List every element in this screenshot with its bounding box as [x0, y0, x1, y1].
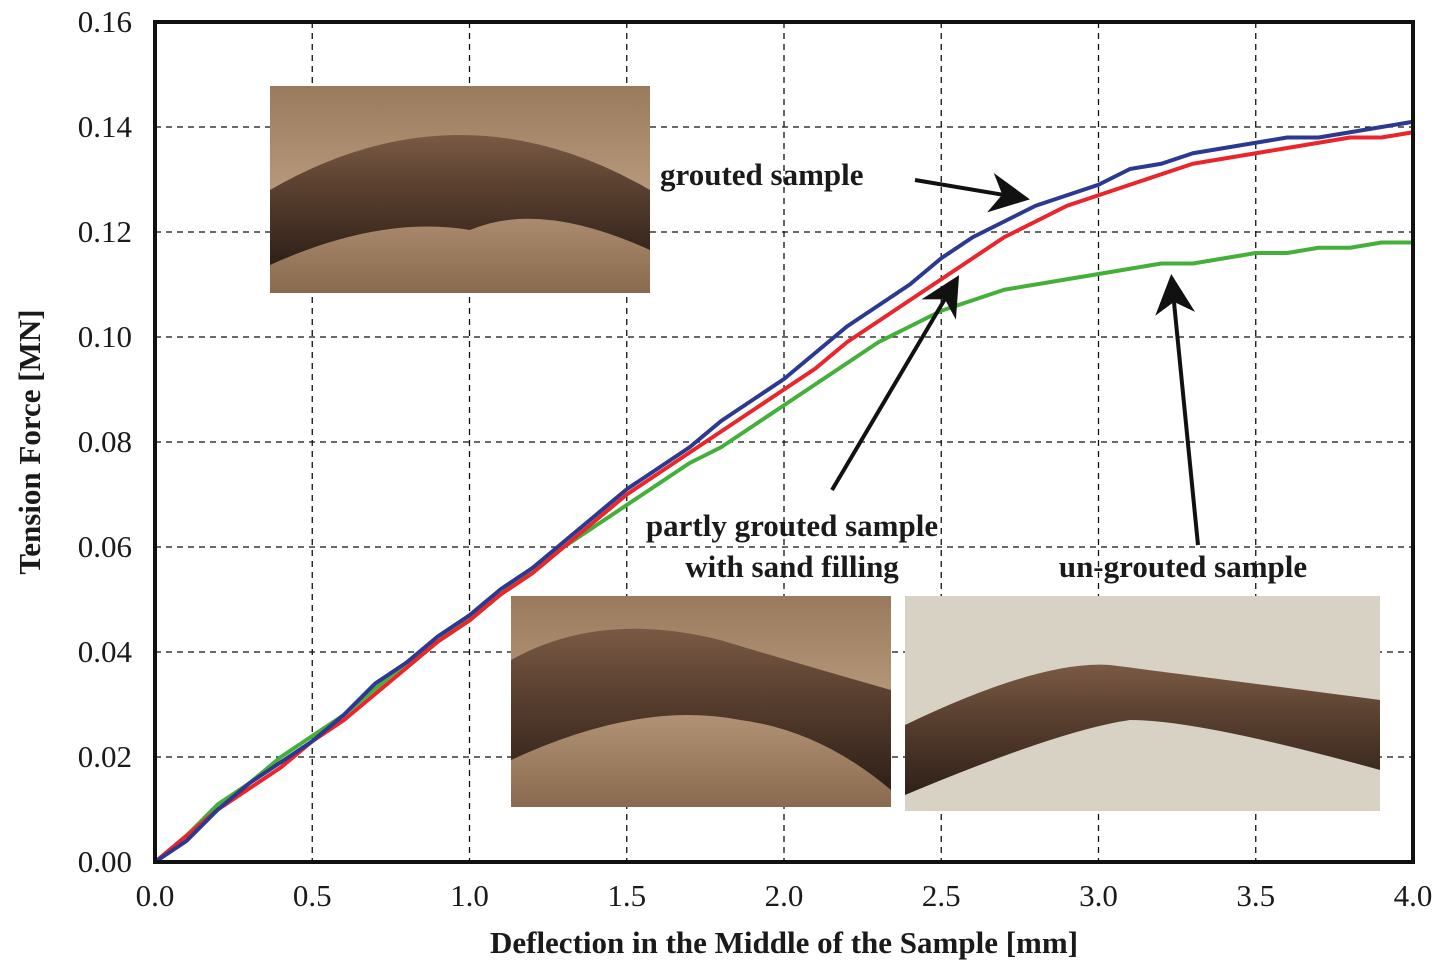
x-tick-label: 1.5: [607, 878, 646, 913]
annotation: with sand filling: [685, 549, 899, 584]
y-tick-label: 0.00: [78, 844, 132, 879]
series-line: [153, 240, 1413, 864]
x-tick-label: 4.0: [1394, 878, 1433, 913]
y-tick-label: 0.16: [78, 4, 132, 39]
series-line: [153, 130, 1414, 864]
x-tick-label: 1.0: [450, 878, 489, 913]
photo-partly-grouted: [511, 596, 891, 807]
photo-grouted: [270, 86, 650, 293]
annotation: grouted sample: [660, 157, 864, 192]
x-tick-label: 0.5: [293, 878, 332, 913]
y-tick-label: 0.12: [78, 214, 132, 249]
y-tick-label: 0.04: [78, 634, 133, 669]
y-axis-title: Tension Force [MN]: [12, 309, 47, 574]
y-tick-label: 0.02: [78, 739, 132, 774]
y-tick-label: 0.06: [78, 529, 132, 564]
x-axis-title: Deflection in the Middle of the Sample […: [490, 925, 1078, 960]
series-line: [153, 119, 1414, 864]
y-tick-label: 0.08: [78, 424, 132, 459]
y-tick-label: 0.14: [78, 109, 133, 144]
plot-frame: [153, 20, 1415, 864]
annotation: partly grouted sample: [646, 508, 938, 543]
annotation: un-grouted sample: [1059, 549, 1307, 584]
arrows: [830, 172, 1200, 546]
x-tick-label: 2.0: [765, 878, 804, 913]
x-tick-label: 3.0: [1079, 878, 1118, 913]
x-tick-label: 3.5: [1236, 878, 1275, 913]
photo-ungrouted: [905, 596, 1380, 811]
x-tick-label: 0.0: [136, 878, 175, 913]
y-tick-label: 0.10: [78, 319, 132, 354]
x-tick-label: 2.5: [922, 878, 961, 913]
